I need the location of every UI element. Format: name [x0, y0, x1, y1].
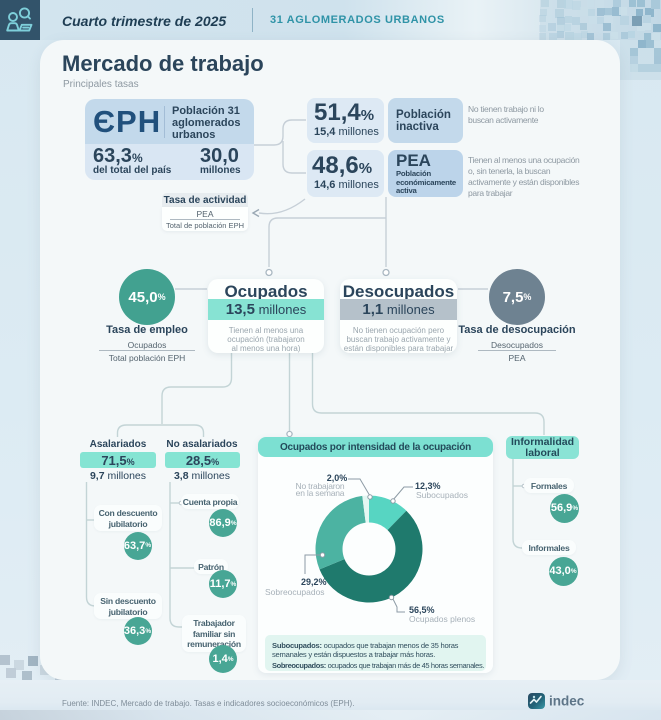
svg-text:indec: indec: [549, 694, 585, 709]
